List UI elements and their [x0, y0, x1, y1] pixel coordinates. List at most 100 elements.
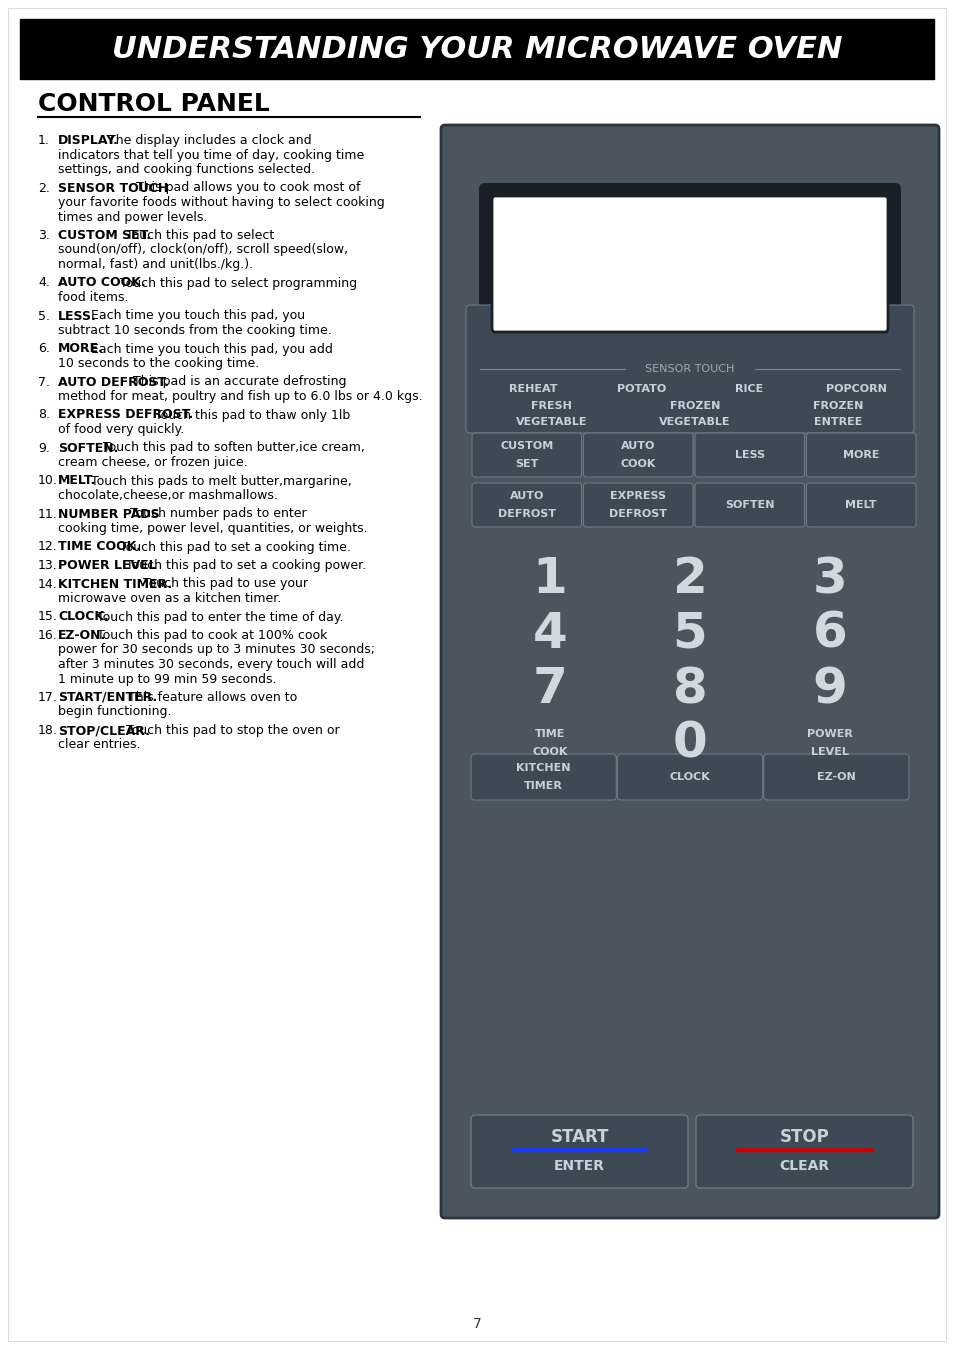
Text: 10 seconds to the cooking time.: 10 seconds to the cooking time. [58, 357, 259, 370]
Text: 6.: 6. [38, 343, 50, 356]
Text: TIME: TIME [535, 728, 564, 739]
Text: 8.: 8. [38, 409, 50, 421]
Text: DEFROST: DEFROST [497, 509, 556, 519]
Text: Touch this pad to enter the time of day.: Touch this pad to enter the time of day. [92, 611, 343, 623]
Text: Touch this pad to set a cooking time.: Touch this pad to set a cooking time. [116, 541, 351, 553]
Text: 17.: 17. [38, 691, 58, 704]
Text: method for meat, poultry and fish up to 6.0 lbs or 4.0 kgs.: method for meat, poultry and fish up to … [58, 390, 422, 403]
Text: 0: 0 [672, 720, 706, 768]
FancyBboxPatch shape [492, 196, 887, 332]
Text: This feature allows oven to: This feature allows oven to [128, 691, 296, 704]
Text: POWER LEVEL: POWER LEVEL [58, 558, 156, 572]
Text: The display includes a clock and: The display includes a clock and [104, 134, 312, 147]
Text: SENSOR TOUCH: SENSOR TOUCH [644, 364, 734, 374]
Text: SOFTEN.: SOFTEN. [58, 441, 118, 455]
Text: Touch this pad to use your: Touch this pad to use your [139, 577, 308, 591]
Text: Each time you touch this pad, you add: Each time you touch this pad, you add [87, 343, 333, 356]
Text: 1: 1 [532, 554, 567, 603]
Text: normal, fast) and unit(lbs./kg.).: normal, fast) and unit(lbs./kg.). [58, 258, 253, 271]
Text: 2: 2 [672, 554, 707, 603]
Text: 7: 7 [472, 1317, 481, 1331]
Text: indicators that tell you time of day, cooking time: indicators that tell you time of day, co… [58, 148, 364, 162]
Text: 7: 7 [532, 665, 567, 714]
Text: 1 minute up to 99 min 59 seconds.: 1 minute up to 99 min 59 seconds. [58, 673, 276, 685]
Text: 1.: 1. [38, 134, 50, 147]
Text: 12.: 12. [38, 541, 58, 553]
Text: 6: 6 [812, 610, 846, 658]
Text: 4: 4 [532, 610, 567, 658]
Text: 5: 5 [672, 610, 706, 658]
Text: AUTO COOK.: AUTO COOK. [58, 277, 146, 290]
FancyBboxPatch shape [583, 433, 692, 478]
Text: VEGETABLE: VEGETABLE [516, 417, 587, 428]
FancyBboxPatch shape [465, 305, 913, 433]
Text: CLEAR: CLEAR [779, 1159, 829, 1172]
Text: POTATO: POTATO [616, 384, 665, 394]
Text: Touch this pad to select: Touch this pad to select [122, 229, 274, 241]
Text: microwave oven as a kitchen timer.: microwave oven as a kitchen timer. [58, 592, 281, 604]
Text: Each time you touch this pad, you: Each time you touch this pad, you [87, 309, 305, 322]
Text: MORE.: MORE. [58, 343, 104, 356]
Text: ENTREE: ENTREE [813, 417, 862, 428]
Text: START: START [550, 1128, 608, 1147]
Text: CLOCK.: CLOCK. [58, 611, 109, 623]
Text: FRESH: FRESH [531, 401, 572, 411]
Text: LESS.: LESS. [58, 309, 96, 322]
FancyBboxPatch shape [695, 433, 803, 478]
Text: Touch this pads to melt butter,margarine,: Touch this pads to melt butter,margarine… [87, 475, 352, 487]
Text: 10.: 10. [38, 475, 58, 487]
Text: Touch number pads to enter: Touch number pads to enter [122, 507, 306, 521]
Text: Touch this pad to select programming: Touch this pad to select programming [116, 277, 356, 290]
Text: EZ-ON: EZ-ON [816, 772, 855, 782]
Text: 18.: 18. [38, 724, 58, 737]
Text: MORE: MORE [842, 451, 879, 460]
Text: COOK: COOK [619, 459, 656, 469]
Text: LESS: LESS [734, 451, 764, 460]
Text: 13.: 13. [38, 558, 58, 572]
Text: Touch this pad to soften butter,ice cream,: Touch this pad to soften butter,ice crea… [98, 441, 364, 455]
Text: cream cheese, or frozen juice.: cream cheese, or frozen juice. [58, 456, 248, 469]
Text: POWER: POWER [806, 728, 852, 739]
Text: SENSOR TOUCH: SENSOR TOUCH [58, 182, 168, 194]
Text: MELT.: MELT. [58, 475, 96, 487]
FancyBboxPatch shape [472, 483, 581, 527]
Text: SOFTEN: SOFTEN [724, 500, 774, 510]
Text: MELT: MELT [844, 500, 876, 510]
Text: This pad is an accurate defrosting: This pad is an accurate defrosting [133, 375, 347, 389]
FancyBboxPatch shape [471, 754, 616, 800]
Text: of food very quickly.: of food very quickly. [58, 424, 184, 436]
Text: TIME COOK.: TIME COOK. [58, 541, 141, 553]
FancyBboxPatch shape [440, 125, 938, 1218]
Text: 7.: 7. [38, 375, 50, 389]
Text: times and power levels.: times and power levels. [58, 210, 207, 224]
Text: 5.: 5. [38, 309, 50, 322]
Text: AUTO: AUTO [509, 491, 543, 500]
Text: STOP: STOP [779, 1128, 828, 1147]
Bar [20, 19, 933, 80]
Text: settings, and cooking functions selected.: settings, and cooking functions selected… [58, 163, 314, 175]
Text: COOK: COOK [532, 747, 567, 757]
FancyBboxPatch shape [696, 1116, 912, 1188]
Text: 8: 8 [672, 665, 706, 714]
FancyBboxPatch shape [583, 483, 692, 527]
Text: EXPRESS: EXPRESS [610, 491, 665, 500]
Text: POPCORN: POPCORN [825, 384, 885, 394]
Text: EXPRESS DEFROST.: EXPRESS DEFROST. [58, 409, 193, 421]
Text: ENTER: ENTER [554, 1159, 604, 1172]
Text: sound(on/off), clock(on/off), scroll speed(slow,: sound(on/off), clock(on/off), scroll spe… [58, 244, 348, 256]
Text: CUSTOM SET.: CUSTOM SET. [58, 229, 151, 241]
FancyBboxPatch shape [617, 754, 761, 800]
Text: 9: 9 [812, 665, 846, 714]
Text: 14.: 14. [38, 577, 58, 591]
Text: CLOCK: CLOCK [669, 772, 710, 782]
Text: KITCHEN TIMER.: KITCHEN TIMER. [58, 577, 172, 591]
Text: AUTO DEFROST.: AUTO DEFROST. [58, 375, 169, 389]
Text: Touch this pad to thaw only 1lb: Touch this pad to thaw only 1lb [151, 409, 350, 421]
Text: 16.: 16. [38, 629, 58, 642]
Text: . This pad allows you to cook most of: . This pad allows you to cook most of [128, 182, 359, 194]
Text: Touch this pad to stop the oven or: Touch this pad to stop the oven or [122, 724, 339, 737]
Text: 3: 3 [812, 554, 846, 603]
Text: NUMBER PADS: NUMBER PADS [58, 507, 159, 521]
Text: 11.: 11. [38, 507, 58, 521]
Text: 3.: 3. [38, 229, 50, 241]
